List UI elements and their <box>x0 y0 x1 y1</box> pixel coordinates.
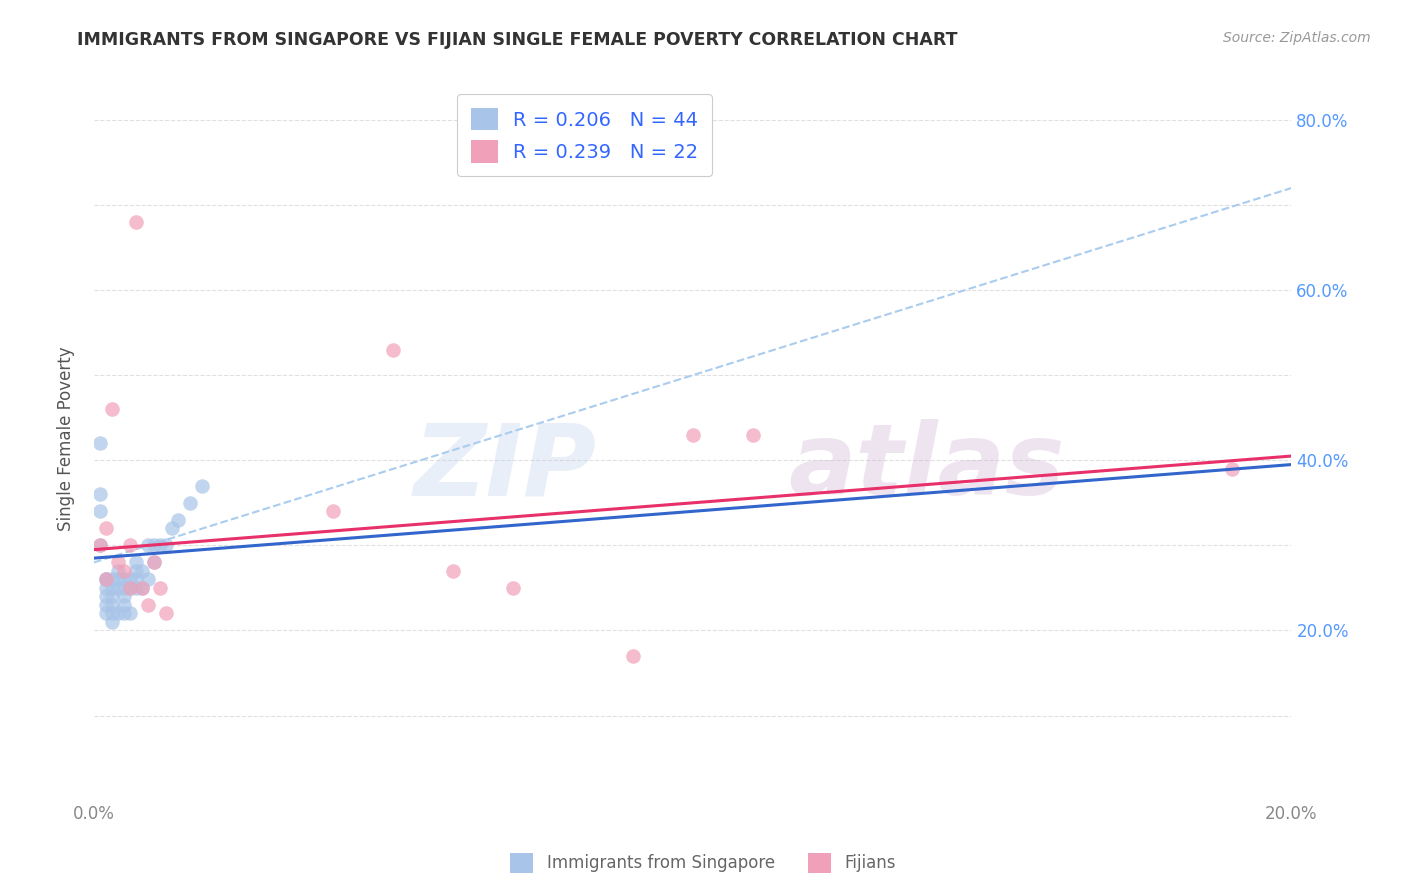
Point <box>101 402 124 417</box>
Point <box>621 648 644 663</box>
Point <box>125 573 148 587</box>
Point <box>118 607 141 621</box>
Point <box>190 479 212 493</box>
Point <box>166 513 188 527</box>
Point <box>149 581 172 595</box>
Point <box>136 573 159 587</box>
Point <box>136 538 159 552</box>
Point <box>118 581 141 595</box>
Point <box>101 615 124 629</box>
Y-axis label: Single Female Poverty: Single Female Poverty <box>58 347 75 532</box>
Point <box>125 555 148 569</box>
Point <box>94 581 117 595</box>
Point <box>131 581 153 595</box>
Point <box>94 573 117 587</box>
Point <box>107 564 129 578</box>
Point <box>125 564 148 578</box>
Point <box>101 581 124 595</box>
Point <box>101 607 124 621</box>
Point <box>136 598 159 612</box>
Point <box>155 538 177 552</box>
Text: IMMIGRANTS FROM SINGAPORE VS FIJIAN SINGLE FEMALE POVERTY CORRELATION CHART: IMMIGRANTS FROM SINGAPORE VS FIJIAN SING… <box>77 31 957 49</box>
Point <box>89 538 111 552</box>
Point <box>118 573 141 587</box>
Text: ZIP: ZIP <box>413 419 598 516</box>
Point <box>94 590 117 604</box>
Point <box>682 427 704 442</box>
Point <box>160 521 183 535</box>
Point <box>107 573 129 587</box>
Point <box>125 215 148 229</box>
Point <box>741 427 763 442</box>
Point <box>101 590 124 604</box>
Text: Source: ZipAtlas.com: Source: ZipAtlas.com <box>1223 31 1371 45</box>
Point <box>107 607 129 621</box>
Point <box>322 504 344 518</box>
Point <box>89 487 111 501</box>
Point <box>89 436 111 450</box>
Point <box>89 504 111 518</box>
Point <box>107 555 129 569</box>
Point <box>112 573 135 587</box>
Legend: R = 0.206   N = 44, R = 0.239   N = 22: R = 0.206 N = 44, R = 0.239 N = 22 <box>457 95 711 177</box>
Point <box>142 555 165 569</box>
Point <box>101 573 124 587</box>
Point <box>112 590 135 604</box>
Point <box>142 555 165 569</box>
Point <box>441 564 464 578</box>
Point <box>131 581 153 595</box>
Point <box>502 581 524 595</box>
Point <box>94 573 117 587</box>
Point <box>131 564 153 578</box>
Legend: Immigrants from Singapore, Fijians: Immigrants from Singapore, Fijians <box>503 847 903 880</box>
Text: atlas: atlas <box>789 419 1064 516</box>
Point <box>94 598 117 612</box>
Point <box>89 538 111 552</box>
Point <box>118 581 141 595</box>
Point <box>112 564 135 578</box>
Point <box>125 581 148 595</box>
Point <box>94 521 117 535</box>
Point <box>1220 462 1243 476</box>
Point <box>112 581 135 595</box>
Point <box>179 496 201 510</box>
Point <box>118 538 141 552</box>
Point <box>382 343 405 357</box>
Point <box>107 581 129 595</box>
Point <box>94 607 117 621</box>
Point <box>94 573 117 587</box>
Point <box>112 598 135 612</box>
Point <box>112 607 135 621</box>
Point <box>149 538 172 552</box>
Point <box>155 607 177 621</box>
Point <box>101 598 124 612</box>
Point <box>142 538 165 552</box>
